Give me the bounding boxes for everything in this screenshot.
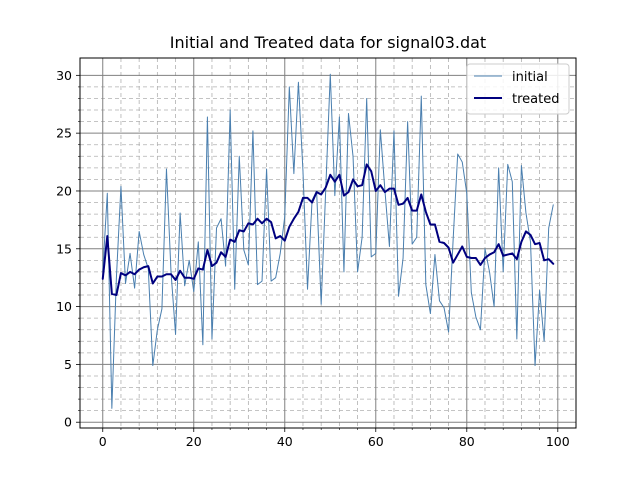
series-layer [101,73,555,409]
x-tick-label: 20 [186,434,202,449]
y-tick-label: 20 [56,183,72,198]
y-tick-label: 30 [56,68,72,83]
legend: initial treated [466,63,570,115]
legend-label-initial: initial [512,70,548,85]
y-tick-label: 10 [56,299,72,314]
plot-frame [79,57,577,429]
x-tick-label: 0 [99,434,107,449]
y-tick-label: 25 [56,126,72,141]
x-tick-label: 60 [368,434,384,449]
x-tick-label: 40 [277,434,293,449]
y-tick-label: 0 [64,415,72,430]
series-line-treated [101,163,555,297]
axis-ticks: 0 5 10 15 20 25 30 0 20 40 60 80 100 [56,68,570,449]
legend-label-treated: treated [512,92,559,107]
x-tick-label: 80 [459,434,475,449]
y-tick-label: 5 [64,357,72,372]
x-tick-label: 100 [546,434,570,449]
chart-title: Initial and Treated data for signal03.da… [170,33,486,52]
y-tick-label: 15 [56,241,72,256]
